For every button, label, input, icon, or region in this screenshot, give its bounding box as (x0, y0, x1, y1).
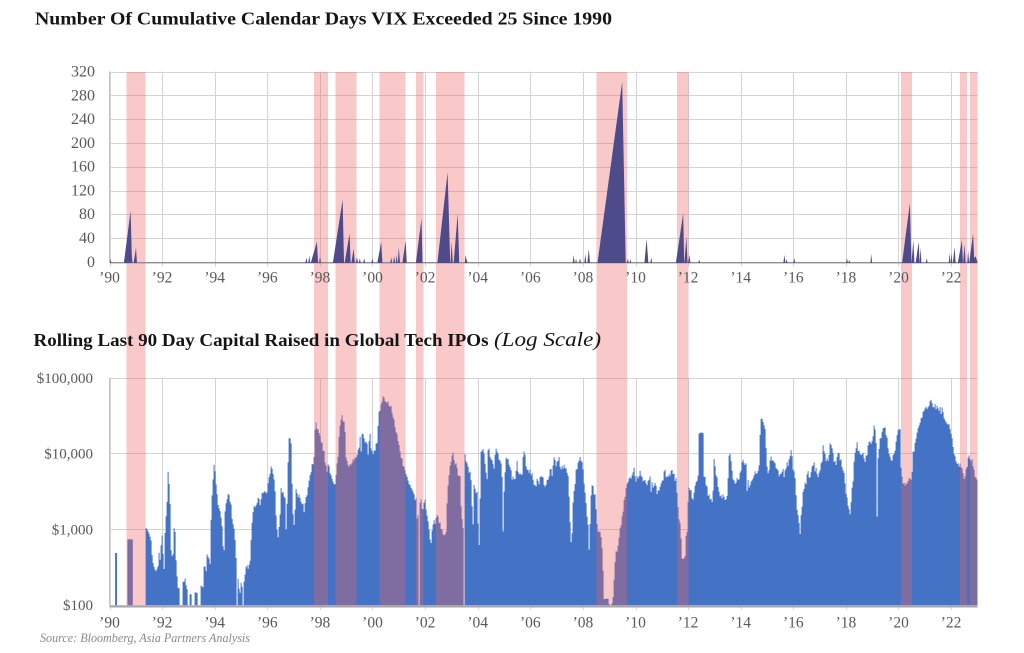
svg-text:’10: ’10 (625, 270, 646, 287)
svg-text:120: 120 (71, 182, 95, 199)
svg-text:Number Of Cumulative Calendar: Number Of Cumulative Calendar Days VIX E… (35, 9, 612, 29)
svg-text:Rolling Last 90 Day Capital Ra: Rolling Last 90 Day Capital Raised in Gl… (34, 330, 489, 350)
svg-text:’06: ’06 (520, 270, 541, 287)
svg-text:’12: ’12 (678, 615, 699, 632)
svg-text:’00: ’00 (362, 270, 383, 287)
svg-text:Source: Bloomberg, Asia Partne: Source: Bloomberg, Asia Partners Analysi… (40, 631, 250, 645)
svg-text:’16: ’16 (783, 270, 804, 287)
svg-text:’08: ’08 (573, 270, 594, 287)
svg-text:’94: ’94 (204, 615, 225, 632)
svg-text:’04: ’04 (467, 615, 488, 632)
svg-text:’22: ’22 (941, 615, 962, 632)
svg-text:’98: ’98 (310, 270, 331, 287)
svg-text:’20: ’20 (888, 615, 909, 632)
svg-text:$100,000: $100,000 (37, 371, 93, 387)
svg-text:’04: ’04 (467, 270, 488, 287)
svg-text:$1,000: $1,000 (52, 522, 93, 538)
svg-text:’14: ’14 (730, 615, 751, 632)
svg-text:’16: ’16 (783, 615, 804, 632)
svg-text:’02: ’02 (415, 615, 436, 632)
svg-text:160: 160 (71, 159, 95, 176)
svg-text:(Log Scale): (Log Scale) (494, 330, 601, 351)
svg-text:80: 80 (79, 206, 95, 223)
svg-text:’20: ’20 (888, 270, 909, 287)
svg-text:’22: ’22 (941, 270, 962, 287)
svg-text:280: 280 (71, 87, 95, 104)
svg-text:’18: ’18 (836, 270, 857, 287)
svg-text:’14: ’14 (730, 270, 751, 287)
svg-text:200: 200 (71, 135, 95, 152)
svg-text:$10,000: $10,000 (44, 447, 93, 463)
svg-text:’96: ’96 (257, 270, 278, 287)
svg-text:’18: ’18 (836, 615, 857, 632)
svg-text:’90: ’90 (99, 615, 120, 632)
svg-text:’92: ’92 (152, 270, 173, 287)
svg-text:’08: ’08 (573, 615, 594, 632)
svg-text:’98: ’98 (310, 615, 331, 632)
svg-text:’12: ’12 (678, 270, 699, 287)
svg-text:’90: ’90 (99, 270, 120, 287)
svg-text:’96: ’96 (257, 615, 278, 632)
svg-text:’06: ’06 (520, 615, 541, 632)
svg-text:40: 40 (79, 230, 95, 247)
svg-text:$100: $100 (63, 598, 93, 614)
svg-text:’02: ’02 (415, 270, 436, 287)
svg-text:320: 320 (71, 64, 95, 81)
svg-text:’10: ’10 (625, 615, 646, 632)
svg-text:0: 0 (87, 254, 95, 271)
svg-text:’94: ’94 (204, 270, 225, 287)
svg-text:’92: ’92 (152, 615, 173, 632)
svg-text:240: 240 (71, 111, 95, 128)
svg-text:’00: ’00 (362, 615, 383, 632)
